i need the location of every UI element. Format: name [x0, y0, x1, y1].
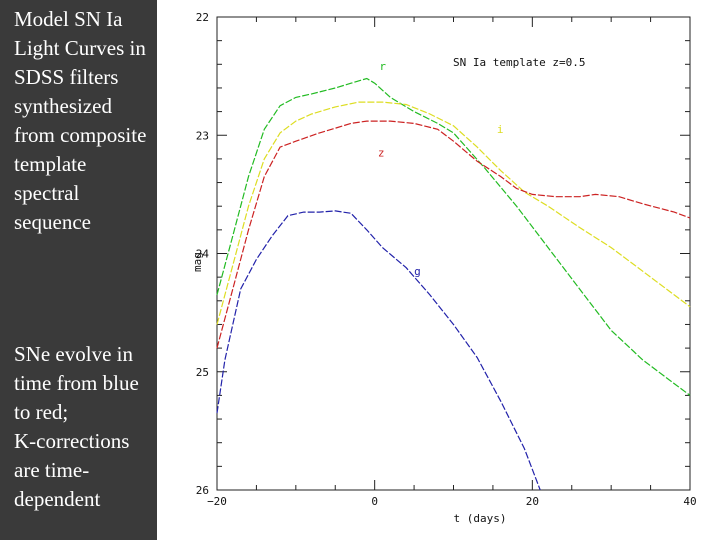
series-lines [216, 77, 691, 491]
y-tick-label: 22 [196, 11, 209, 24]
side-paragraph-2-line-1: SNe evolve in time from blue to red; [14, 342, 139, 424]
series-line-i [216, 101, 691, 325]
y-tick-label: 23 [196, 129, 209, 142]
x-tick-label: 20 [526, 495, 539, 508]
series-label-i: i [497, 123, 504, 136]
x-axis-label: t (days) [454, 512, 507, 525]
light-curve-chart: −20 0 20 40 22 23 24 25 26 r i z g SN Ia template z… [191, 11, 697, 525]
side-panel: Model SN Ia Light Curves in SDSS filters… [0, 0, 157, 540]
y-tick-label: 26 [196, 484, 209, 497]
side-paragraph-1: Model SN Ia Light Curves in SDSS filters… [14, 7, 147, 234]
series-label-r: r [379, 60, 386, 73]
axis-ticks [216, 16, 691, 491]
series-label-g: g [414, 265, 421, 278]
y-axis-label: mag [191, 252, 204, 272]
x-tick-label: −20 [207, 495, 227, 508]
series-line-z [216, 120, 691, 349]
side-paragraph-2-line-2: K-corrections are time-dependent [14, 429, 130, 511]
x-tick-label: 40 [683, 495, 696, 508]
tick-labels: −20 0 20 40 22 23 24 25 26 [196, 11, 697, 508]
y-tick-label: 24 [196, 248, 210, 261]
side-paragraph-2: SNe evolve in time from blue to red; K-c… [14, 340, 156, 514]
chart-title: SN Ia template z=0.5 [453, 56, 585, 69]
x-tick-label: 0 [371, 495, 378, 508]
series-line-g [216, 210, 541, 491]
y-tick-label: 25 [196, 366, 209, 379]
series-line-r [216, 77, 691, 396]
series-label-z: z [378, 147, 385, 160]
series-labels: r i z g [378, 60, 504, 278]
